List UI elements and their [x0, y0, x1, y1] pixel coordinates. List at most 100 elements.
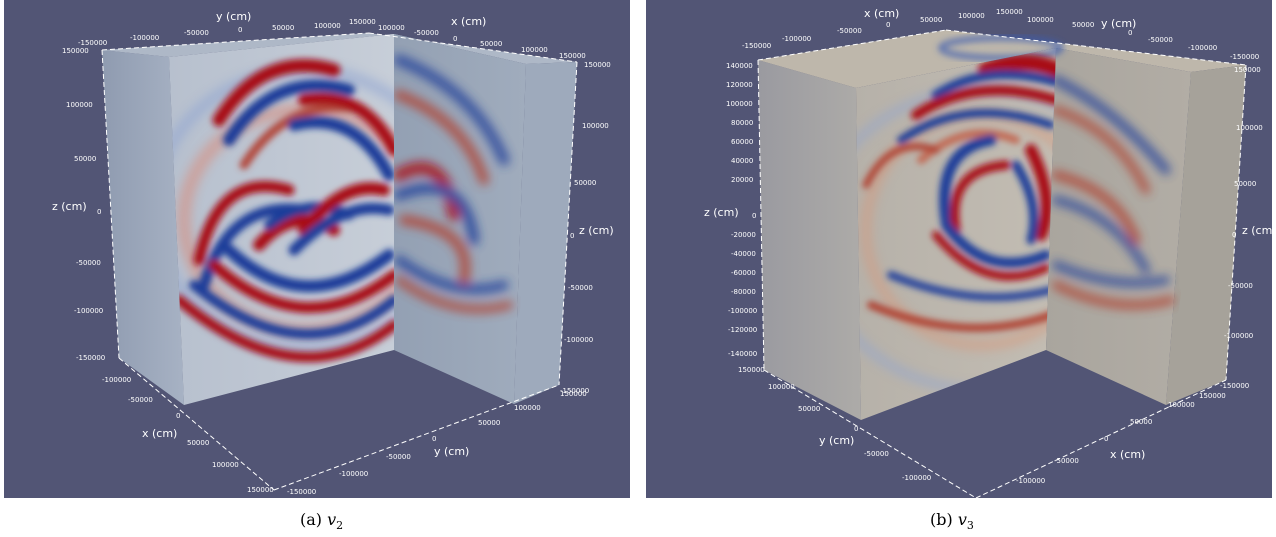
tick-b-bottom-x: 50000 [1130, 418, 1152, 426]
box-right-face [514, 62, 577, 404]
tick-b-right-z: -150000 [1220, 382, 1249, 390]
tick-b-top-y: -150000 [1230, 53, 1259, 61]
tick-a-right-z: 0 [570, 232, 574, 240]
axis-label-x-top: x (cm) [864, 7, 899, 20]
axis-label-z-left: z (cm) [52, 200, 87, 213]
tick-b-left-z: -100000 [728, 307, 757, 315]
tick-b-top-y: 0 [1128, 29, 1132, 37]
tick-a-right-z: 150000 [584, 61, 611, 69]
axes-grid-b [757, 29, 1247, 498]
axis-label-z-left: z (cm) [704, 206, 739, 219]
axis-label-z-right: z (cm) [1242, 224, 1272, 237]
tick-b-bottom-x: 100000 [1168, 401, 1195, 409]
caption-subscript: 2 [336, 519, 344, 533]
tick-b-top-y: -50000 [1148, 36, 1173, 44]
tick-a-bottom-y: -100000 [339, 470, 368, 478]
tick-b-left-z: -120000 [728, 326, 757, 334]
tick-a-bottom-x: -100000 [102, 376, 131, 384]
tick-b-left-z: -40000 [731, 250, 756, 258]
tick-a-top-x: 100000 [521, 46, 548, 54]
tick-a-right-z: 100000 [582, 122, 609, 130]
tick-b-right-z: 0 [1232, 231, 1236, 239]
tick-b-top-x: -150000 [742, 42, 771, 50]
tick-b-bottom-x: -100000 [1016, 477, 1045, 485]
caption-variable: v [957, 510, 967, 529]
tick-b-top-x: 100000 [958, 12, 985, 20]
axis-label-x-top: x (cm) [451, 15, 486, 28]
tick-a-top-y: -50000 [184, 29, 209, 37]
tick-b-bottom-y: 100000 [768, 383, 795, 391]
caption-a: (a) v2 [300, 510, 343, 532]
wavefield-top-b [938, 35, 1064, 61]
tick-b-left-z: 120000 [726, 81, 753, 89]
tick-b-top-x: 0 [886, 21, 890, 29]
tick-a-bottom-y: 50000 [478, 419, 500, 427]
tick-b-top-x: 50000 [920, 16, 942, 24]
axis-label-y-top: y (cm) [216, 10, 251, 23]
tick-a-left-z: 50000 [74, 155, 96, 163]
tick-b-bottom-x: 0 [1104, 435, 1108, 443]
tick-b-bottom-y: 0 [854, 425, 858, 433]
caption-b: (b) v3 [930, 510, 974, 532]
figure-panel-b: x (cm) y (cm) z (cm) z (cm) y (cm) x (cm… [646, 0, 1272, 498]
tick-a-left-z: -50000 [76, 259, 101, 267]
tick-a-top-x: 50000 [480, 40, 502, 48]
tick-b-bottom-y: -50000 [864, 450, 889, 458]
tick-b-left-z: -20000 [731, 231, 756, 239]
tick-b-bottom-y: 150000 [738, 366, 765, 374]
tick-a-bottom-x: 50000 [187, 439, 209, 447]
box-left-face [102, 50, 184, 405]
figure-panel-a: y (cm) x (cm) z (cm) z (cm) x (cm) y (cm… [4, 0, 630, 498]
volume-render-a: y (cm) x (cm) z (cm) z (cm) x (cm) y (cm… [52, 10, 614, 496]
tick-a-bottom-y: 150000 [560, 390, 587, 398]
caption-label: (a) [300, 510, 323, 529]
box-top-face [758, 30, 1246, 88]
tick-b-right-z: 150000 [1234, 66, 1261, 74]
tick-a-top-y: -150000 [78, 39, 107, 47]
tick-a-left-z: -100000 [74, 307, 103, 315]
tick-a-left-z: 100000 [66, 101, 93, 109]
tick-a-left-z: 0 [97, 208, 101, 216]
tick-a-top-x: 0 [453, 35, 457, 43]
axes-grid-a [101, 32, 578, 491]
tick-a-top-y: 0 [238, 26, 242, 34]
wavefield-front-a [169, 59, 394, 363]
axis-label-x-bottom: x (cm) [142, 427, 177, 440]
tick-b-left-z: 100000 [726, 100, 753, 108]
tick-a-top-y: -100000 [130, 34, 159, 42]
tick-b-top-x: 150000 [996, 8, 1023, 16]
tick-b-bottom-y: 50000 [798, 405, 820, 413]
caption-label: (b) [930, 510, 953, 529]
tick-b-left-z: 20000 [731, 176, 753, 184]
tick-b-left-z: 40000 [731, 157, 753, 165]
axis-label-x-bottom: x (cm) [1110, 448, 1145, 461]
tick-b-top-x: -100000 [782, 35, 811, 43]
tick-a-top-y: 100000 [314, 22, 341, 30]
tick-b-right-z: -50000 [1228, 282, 1253, 290]
tick-a-top-y: 50000 [272, 24, 294, 32]
tick-b-left-z: 0 [752, 212, 756, 220]
tick-a-bottom-x: 100000 [212, 461, 239, 469]
tick-b-top-y: 50000 [1072, 21, 1094, 29]
tick-b-top-y: 100000 [1027, 16, 1054, 24]
tick-b-left-z: -80000 [731, 288, 756, 296]
caption-variable: v [327, 510, 337, 529]
tick-b-left-z: 60000 [731, 138, 753, 146]
tick-b-left-z: 80000 [731, 119, 753, 127]
tick-a-top-x: -50000 [414, 29, 439, 37]
tick-b-left-z: -60000 [731, 269, 756, 277]
tick-b-bottom-x: 150000 [1199, 392, 1226, 400]
wavefield-side-a [394, 54, 513, 314]
tick-a-left-z: 150000 [62, 47, 89, 55]
tick-a-top-x: 100000 [378, 24, 405, 32]
tick-a-right-z: -150000 [560, 387, 589, 395]
box-left-face [758, 60, 861, 420]
tick-b-left-z: 140000 [726, 62, 753, 70]
axis-label-y-top: y (cm) [1101, 17, 1136, 30]
box-top-face [102, 33, 577, 64]
tick-a-right-z: -50000 [568, 284, 593, 292]
tick-a-bottom-x: 150000 [247, 486, 274, 494]
tick-b-left-z: -140000 [728, 350, 757, 358]
tick-b-right-z: 50000 [1234, 180, 1256, 188]
tick-a-bottom-x: 0 [176, 412, 180, 420]
